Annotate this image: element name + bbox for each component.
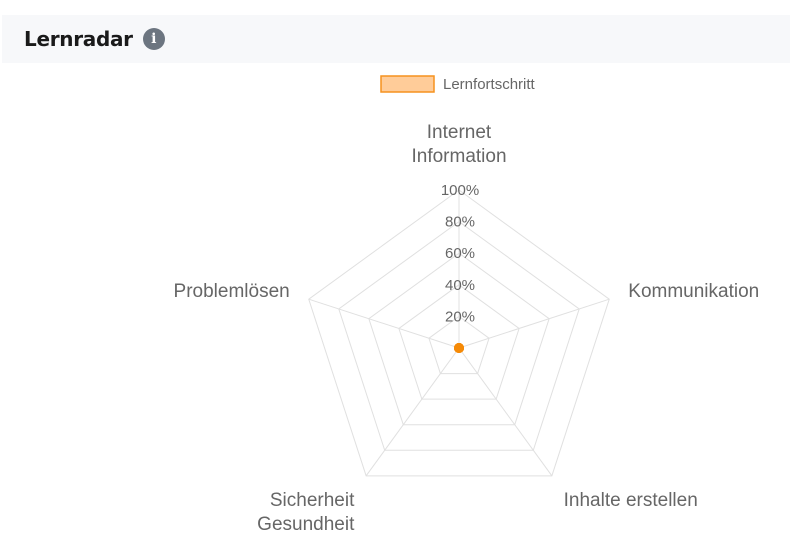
axis-label: Problemlösen [174,281,290,302]
axis-label: Sicherheit [270,490,355,511]
axis-label: Inhalte erstellen [564,490,698,511]
tick-label: 20% [445,308,475,325]
spoke-4 [365,347,460,477]
grid-ring-1 [428,315,490,375]
spoke-5 [308,298,460,349]
axis-label: Kommunikation [628,281,759,302]
grid-ring-2 [398,284,520,400]
grid-ring-4 [338,220,580,451]
legend-swatch [380,75,435,93]
axis-label: Gesundheit [257,514,355,535]
data-point [454,343,464,353]
tick-label: 40% [445,277,475,294]
tick-label: 100% [441,182,479,199]
grid-ring-3 [368,252,550,426]
panel-header: Lernradar i [2,15,790,63]
panel-title: Lernradar [24,27,133,51]
tick-label: 60% [445,245,475,262]
tick-label: 80% [445,214,475,231]
legend-label: Lernfortschritt [443,76,536,93]
spoke-2 [458,298,610,349]
axis-label: Information [411,146,506,167]
info-icon[interactable]: i [142,28,165,50]
spoke-3 [458,347,553,477]
axis-label: Internet [427,122,492,143]
grid-ring-5 [308,189,610,477]
